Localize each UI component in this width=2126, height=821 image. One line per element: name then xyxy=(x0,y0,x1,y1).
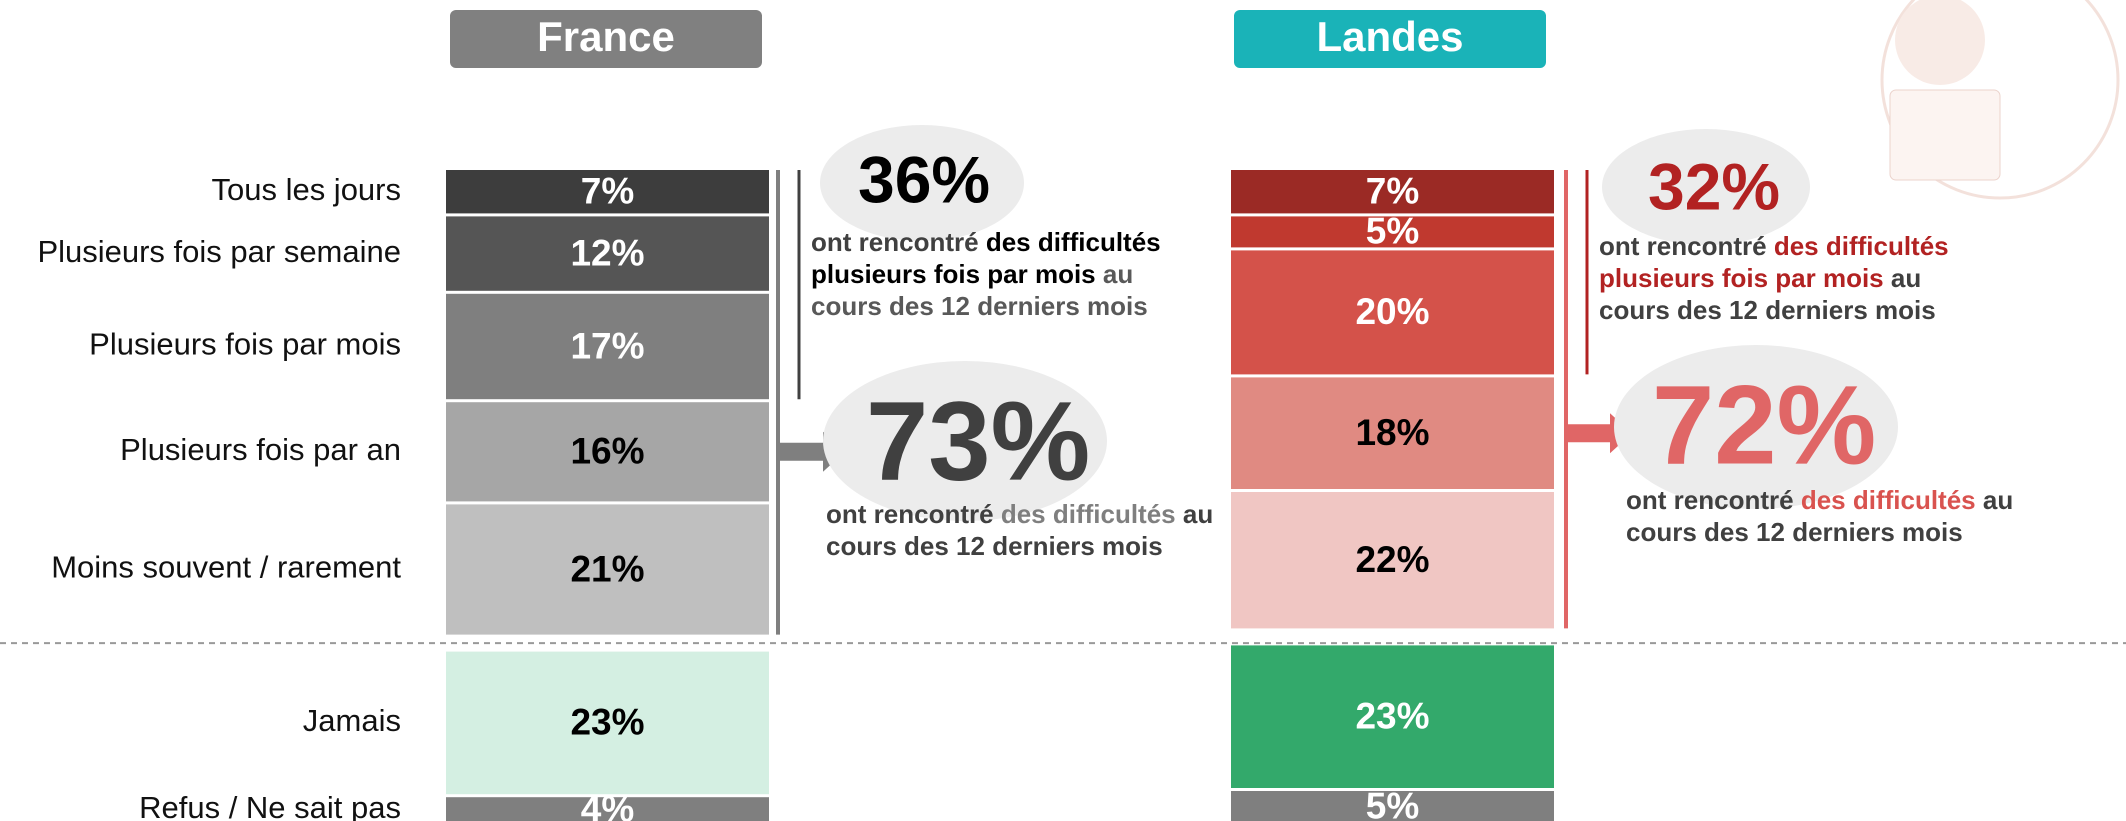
value-label: 12% xyxy=(570,232,644,273)
row-label: Plusieurs fois par mois xyxy=(89,327,401,362)
row-label: Moins souvent / rarement xyxy=(51,550,401,585)
value-label: 23% xyxy=(570,702,644,743)
callout-number: 72% xyxy=(1652,363,1876,488)
header-label: France xyxy=(537,13,675,60)
value-label: 21% xyxy=(570,548,644,589)
callout-text: ont rencontré des difficultés plusieurs … xyxy=(1599,230,1969,326)
callout-number: 36% xyxy=(858,142,990,216)
callout-phrase: ont rencontré xyxy=(811,227,979,257)
callout-text: ont rencontré des difficultés au cours d… xyxy=(1626,484,2046,548)
callout-text: ont rencontré des difficultés plusieurs … xyxy=(811,226,1201,322)
row-label: Tous les jours xyxy=(211,172,401,207)
header-label: Landes xyxy=(1316,13,1463,60)
row-label: Refus / Ne sait pas xyxy=(139,790,401,821)
chart: France7%12%17%16%21%23%4%Landes7%5%20%18… xyxy=(0,0,2126,821)
callout-number: 32% xyxy=(1648,149,1780,223)
infographic: France7%12%17%16%21%23%4%Landes7%5%20%18… xyxy=(0,0,2126,821)
callout-number: 73% xyxy=(866,379,1090,504)
value-label: 23% xyxy=(1355,695,1429,736)
illustration xyxy=(1882,0,2118,198)
callout-phrase: ont rencontré xyxy=(826,499,994,529)
value-label: 7% xyxy=(1366,170,1419,211)
value-label: 20% xyxy=(1355,291,1429,332)
row-label: Plusieurs fois par semaine xyxy=(37,234,401,269)
value-label: 22% xyxy=(1355,539,1429,580)
callout-phrase: ont rencontré xyxy=(1599,231,1767,261)
value-label: 17% xyxy=(570,325,644,366)
value-label: 4% xyxy=(581,788,634,821)
value-label: 5% xyxy=(1366,211,1419,252)
value-label: 16% xyxy=(570,431,644,472)
value-label: 18% xyxy=(1355,412,1429,453)
callout-text: ont rencontré des difficultés au cours d… xyxy=(826,498,1226,562)
row-label: Jamais xyxy=(303,703,401,738)
value-label: 5% xyxy=(1366,785,1419,821)
callout-phrase: des difficultés xyxy=(1001,499,1176,529)
callout-phrase: des difficultés xyxy=(1801,485,1976,515)
row-label: Plusieurs fois par an xyxy=(120,432,401,467)
callout-phrase: ont rencontré xyxy=(1626,485,1794,515)
value-label: 7% xyxy=(581,170,634,211)
